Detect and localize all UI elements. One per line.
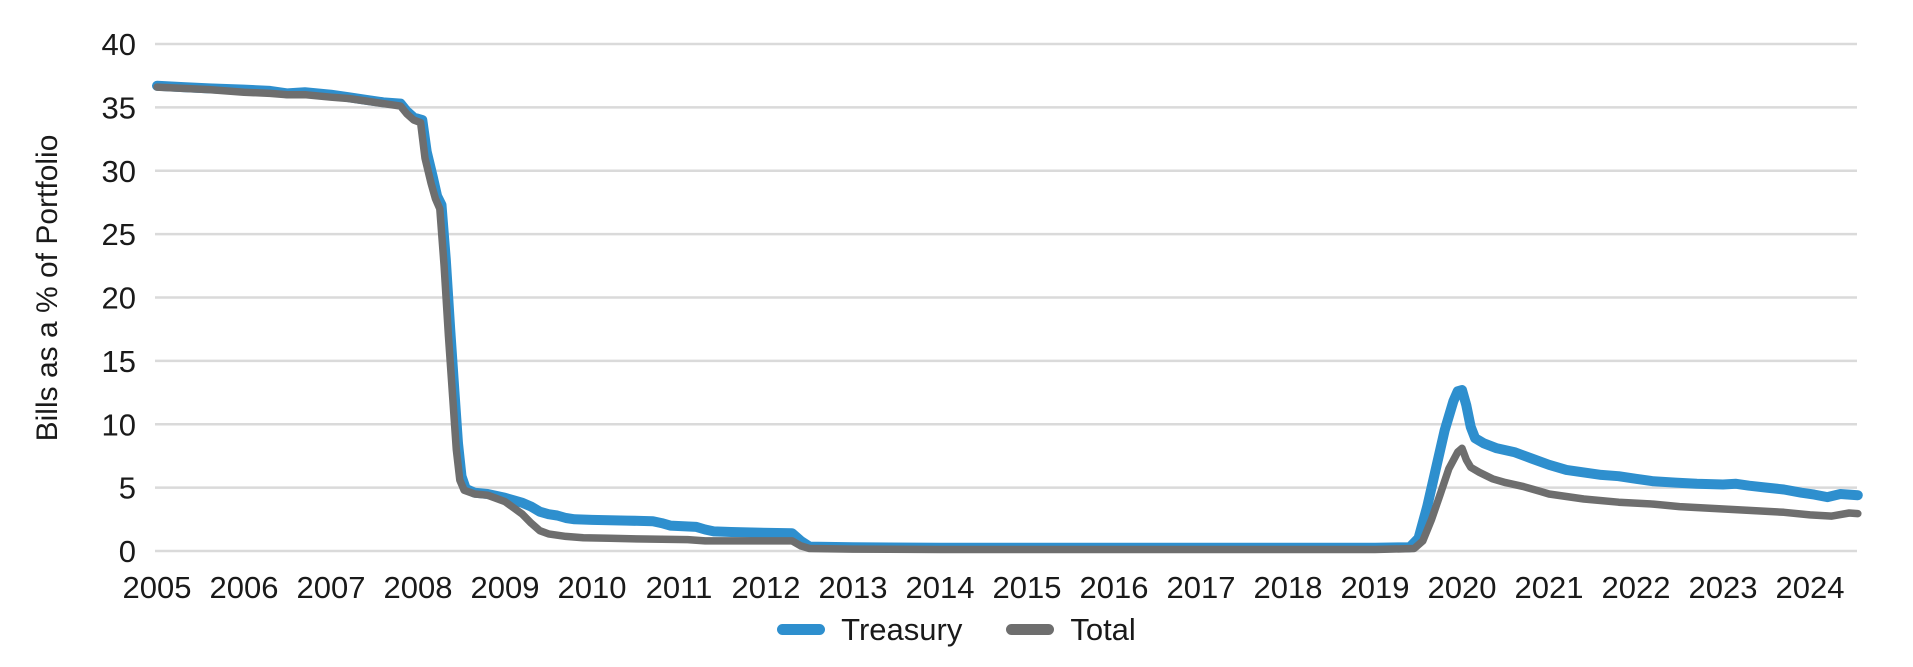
- legend-label-treasury: Treasury: [841, 612, 963, 647]
- legend-item-total: Total: [1006, 612, 1136, 647]
- legend-item-treasury: Treasury: [777, 614, 962, 645]
- treasury-line: [152, 80, 1863, 553]
- x-tick-label-2015: 2015: [993, 570, 1062, 605]
- x-tick-label-2007: 2007: [297, 570, 366, 605]
- x-tick-label-2014: 2014: [906, 570, 975, 605]
- y-tick-label-30: 30: [102, 154, 136, 189]
- legend-label-total: Total: [1070, 612, 1136, 647]
- x-tick-label-2017: 2017: [1167, 570, 1236, 605]
- x-tick-label-2024: 2024: [1776, 570, 1845, 605]
- x-tick-label-2010: 2010: [558, 570, 627, 605]
- x-tick-label-2006: 2006: [210, 570, 279, 605]
- x-tick-label-2008: 2008: [384, 570, 453, 605]
- treasury-line-swatch: [777, 624, 826, 635]
- y-tick-label-35: 35: [102, 90, 136, 125]
- x-tick-label-2013: 2013: [819, 570, 888, 605]
- y-tick-label-20: 20: [102, 281, 136, 316]
- total-line: [153, 83, 1862, 554]
- x-tick-label-2022: 2022: [1602, 570, 1671, 605]
- legend: Treasury Total: [0, 614, 1913, 645]
- x-tick-label-2012: 2012: [732, 570, 801, 605]
- x-tick-label-2023: 2023: [1689, 570, 1758, 605]
- x-tick-label-2019: 2019: [1341, 570, 1410, 605]
- y-tick-label-0: 0: [119, 534, 136, 569]
- x-tick-label-2018: 2018: [1254, 570, 1323, 605]
- y-axis-title: Bills as a % of Portfolio: [31, 135, 64, 442]
- x-tick-label-2021: 2021: [1515, 570, 1584, 605]
- x-tick-label-2020: 2020: [1428, 570, 1497, 605]
- y-tick-label-40: 40: [102, 27, 136, 62]
- y-tick-label-15: 15: [102, 344, 136, 379]
- x-tick-label-2009: 2009: [471, 570, 540, 605]
- x-tick-label-2005: 2005: [123, 570, 192, 605]
- x-tick-label-2016: 2016: [1080, 570, 1149, 605]
- total-line-swatch: [1006, 624, 1055, 635]
- y-tick-label-10: 10: [102, 407, 136, 442]
- series-lines: [152, 80, 1863, 554]
- y-tick-label-25: 25: [102, 217, 136, 252]
- x-tick-label-2011: 2011: [646, 570, 713, 605]
- y-tick-label-5: 5: [119, 471, 136, 506]
- axis-tick-labels: 0 5 10 15 20 25 30 35 40 2005 2006 2007 2008 2009 2010…: [102, 27, 1845, 605]
